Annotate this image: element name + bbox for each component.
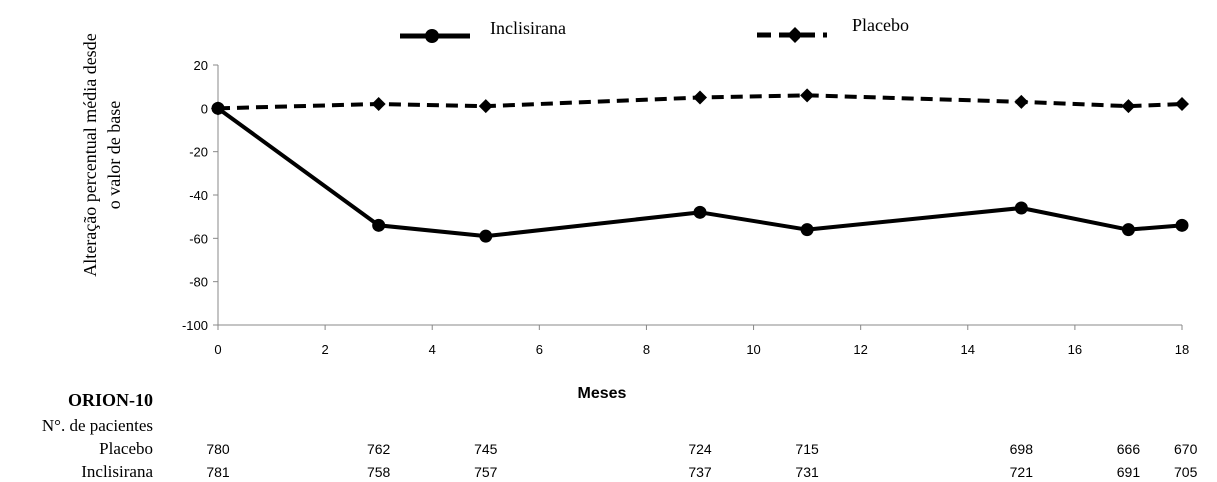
patients-count-placebo: 715 [795,441,819,457]
data-point-inclisirana [372,218,386,232]
legend-marker-inclisirana [425,29,439,43]
patients-count-inclisirana: 705 [1174,464,1198,480]
x-tick-label: 8 [643,342,650,357]
patients-count-inclisirana: 691 [1117,464,1141,480]
patients-count-placebo: 762 [367,441,391,457]
legend-marker-placebo [787,27,803,43]
study-name: ORION-10 [68,390,153,410]
y-tick-label: -100 [182,318,208,333]
patients-row-label-inclisirana: Inclisirana [81,462,153,481]
x-tick-label: 18 [1175,342,1189,357]
y-axis-label-line-2: o valor de base [104,101,124,209]
x-axis-label: Meses [578,385,627,402]
x-ticks: 0 2 4 6 8 10 12 14 16 18 [214,325,1189,357]
patients-count-inclisirana: 721 [1010,464,1034,480]
x-tick-label: 0 [214,342,221,357]
legend-label-inclisirana: Inclisirana [490,18,566,38]
legend-label-placebo: Placebo [852,15,909,35]
data-point-placebo [800,88,815,103]
patients-count-placebo: 780 [206,441,230,457]
data-point-placebo [1121,99,1136,114]
patients-count-placebo: 670 [1174,441,1198,457]
y-ticks: 20 0 -20 -40 -60 -80 -100 [182,58,218,333]
y-tick-label: -60 [189,231,208,246]
patients-count-placebo: 666 [1117,441,1141,457]
series-layer [211,88,1189,243]
patients-header: N°. de pacientes [42,416,153,435]
data-point-inclisirana [1014,201,1028,215]
x-tick-label: 4 [429,342,436,357]
data-point-inclisirana [800,223,814,237]
patients-table: ORION-10 N°. de pacientes Placebo Inclis… [42,390,1198,481]
patients-count-placebo: 724 [688,441,712,457]
legend-entry-inclisirana: Inclisirana [400,18,566,43]
patients-count-inclisirana: 758 [367,464,391,480]
x-tick-label: 2 [321,342,328,357]
data-point-inclisirana [1175,218,1189,232]
y-tick-label: -20 [189,145,208,160]
patients-count-placebo: 698 [1010,441,1034,457]
data-point-placebo [693,90,707,105]
series-line-placebo [217,93,1183,111]
x-tick-label: 6 [536,342,543,357]
y-tick-label: -40 [189,188,208,203]
data-point-inclisirana [479,229,493,243]
data-point-placebo [211,101,225,116]
patients-row-label-placebo: Placebo [99,439,153,458]
x-tick-label: 14 [961,342,975,357]
x-tick-label: 16 [1068,342,1082,357]
patients-values: 780 762 745 724 715 698 666 670 781 758 757 737 731 7… [206,441,1197,480]
data-point-placebo [371,97,386,111]
patients-count-inclisirana: 757 [474,464,498,480]
patients-count-inclisirana: 731 [795,464,819,480]
x-tick-label: 12 [853,342,867,357]
y-tick-label: 0 [201,101,208,116]
data-point-placebo [1014,94,1029,109]
x-tick-label: 10 [746,342,760,357]
data-point-placebo [478,99,493,114]
series-line-inclisirana [216,106,1183,239]
data-point-inclisirana [693,205,707,219]
patients-count-inclisirana: 781 [206,464,230,480]
patients-count-placebo: 745 [474,441,498,457]
y-tick-label: -80 [189,275,208,290]
legend-entry-placebo: Placebo [757,15,909,43]
y-tick-label: 20 [194,58,208,73]
data-point-placebo [1175,97,1189,111]
legend: Inclisirana Placebo [400,15,909,43]
y-axis-label-line-1: Alteração percentual média desde [80,33,100,276]
data-point-inclisirana [1121,223,1135,237]
patients-count-inclisirana: 737 [688,464,712,480]
